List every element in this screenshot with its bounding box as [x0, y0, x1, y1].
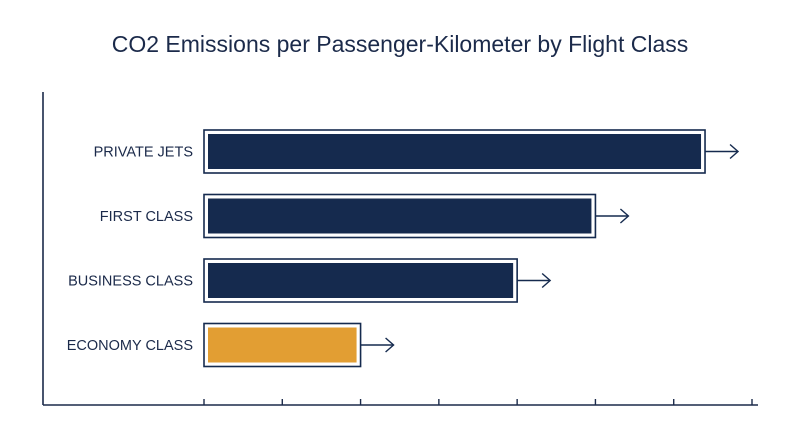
category-labels: PRIVATE JETS FIRST CLASS BUSINESS CLASS ECO…	[67, 145, 193, 355]
category-label: BUSINESS CLASS	[68, 274, 193, 290]
bar-fill	[208, 134, 702, 169]
bar	[203, 258, 552, 303]
x-axis-ticks	[203, 399, 753, 405]
bar	[203, 193, 630, 239]
bar-fill	[208, 198, 592, 234]
bar-fill	[208, 263, 514, 298]
arrow-right-icon	[360, 337, 395, 353]
chart-title: CO2 Emissions per Passenger-Kilometer by…	[112, 31, 688, 57]
arrow-right-icon	[595, 208, 630, 224]
bars-group	[203, 129, 740, 368]
bar-fill	[208, 327, 357, 363]
bar	[203, 322, 395, 368]
category-label: PRIVATE JETS	[94, 145, 193, 161]
bar	[203, 129, 740, 174]
arrow-right-icon	[517, 272, 552, 289]
category-label: FIRST CLASS	[100, 209, 193, 225]
category-label: ECONOMY CLASS	[67, 338, 193, 354]
arrow-right-icon	[705, 143, 740, 160]
